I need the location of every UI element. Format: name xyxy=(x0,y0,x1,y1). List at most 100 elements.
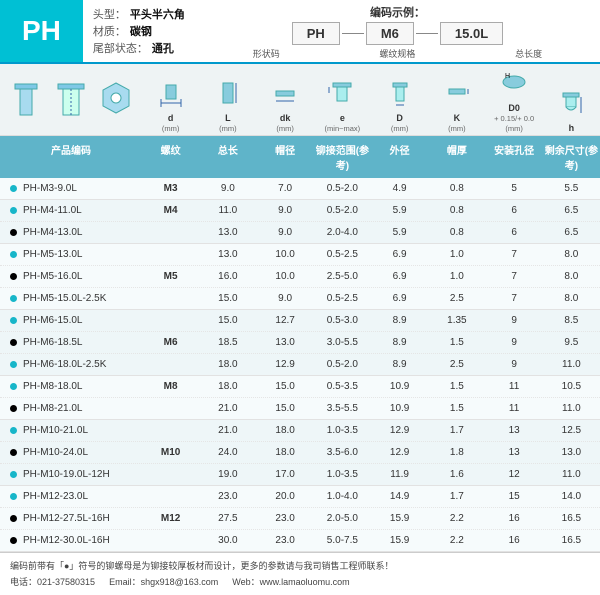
bullet-black-icon xyxy=(10,405,17,412)
bullet-teal-icon xyxy=(10,317,17,324)
cell: 1.5 xyxy=(428,332,485,353)
header-cell: 帽厚 xyxy=(428,136,485,178)
rivet-front-icon xyxy=(97,78,135,122)
cell: 0.5-2.0 xyxy=(314,178,371,199)
cell: 7 xyxy=(486,266,543,287)
cell: 8.0 xyxy=(543,288,600,309)
cell: 4.9 xyxy=(371,178,428,199)
header-cell: 总长 xyxy=(199,136,256,178)
cell: 8.5 xyxy=(543,310,600,331)
cell: 12.9 xyxy=(371,420,428,441)
cell: 12 xyxy=(486,464,543,485)
product-code-text: PH-M5-15.0L-2.5K xyxy=(23,293,106,304)
cell: 11 xyxy=(486,398,543,419)
product-code-text: PH-M10-21.0L xyxy=(23,425,88,436)
header-cell: 外径 xyxy=(371,136,428,178)
code-sub-shape: 形状码 xyxy=(253,47,280,60)
cell: 2.0-4.0 xyxy=(314,222,371,243)
product-code-text: PH-M6-15.0L xyxy=(23,315,82,326)
cell: 1.35 xyxy=(428,310,485,331)
cell: 13.0 xyxy=(257,332,314,353)
table-row: PH-M6-15.0L15.012.70.5-3.08.91.3598.5 xyxy=(0,310,600,331)
cell: 0.5-2.0 xyxy=(314,200,371,221)
cell: 9 xyxy=(486,354,543,375)
cell xyxy=(142,530,199,551)
code-part-thread: M6 xyxy=(366,22,414,45)
bullet-teal-icon xyxy=(10,185,17,192)
table-row: PH-M8-21.0L21.015.03.5-5.510.91.51111.0 xyxy=(0,397,600,419)
cell: 18.0 xyxy=(199,354,256,375)
cell: 1.7 xyxy=(428,486,485,507)
diagram-col: dk(mm) xyxy=(257,64,314,135)
bullet-black-icon xyxy=(10,537,17,544)
row-group: PH-M12-23.0L23.020.01.0-4.014.91.71514.0… xyxy=(0,486,600,552)
bullet-teal-icon xyxy=(10,251,17,258)
table-row: PH-M12-23.0L23.020.01.0-4.014.91.71514.0 xyxy=(0,486,600,507)
cell: 9.0 xyxy=(257,222,314,243)
product-code-text: PH-M8-21.0L xyxy=(23,403,82,414)
footer-note: 编码前带有「●」符号的铆螺母是为铆接较厚板材而设计，更多的参数请与我司销售工程师… xyxy=(10,559,590,572)
cell: 3.5-6.0 xyxy=(314,442,371,463)
cell: 14.9 xyxy=(371,486,428,507)
cell: 1.6 xyxy=(428,464,485,485)
cell xyxy=(142,244,199,265)
cell: 18.0 xyxy=(199,376,256,397)
bullet-black-icon xyxy=(10,229,17,236)
code-example-title: 编码示例： xyxy=(203,4,592,20)
bullet-black-icon xyxy=(10,449,17,456)
svg-text:H: H xyxy=(505,73,510,80)
cell: 16.5 xyxy=(543,530,600,551)
product-code-text: PH-M5-16.0L xyxy=(23,271,82,282)
cell: 11.9 xyxy=(371,464,428,485)
cell: 9.0 xyxy=(199,178,256,199)
cell: 12.7 xyxy=(257,310,314,331)
tail-label: 尾部状态： xyxy=(93,40,148,56)
product-code-text: PH-M4-13.0L xyxy=(23,227,82,238)
diagram-col: HD0+ 0.15/+ 0.0 (mm) xyxy=(486,64,543,135)
thread-label: M3 xyxy=(142,178,199,199)
cell: 11.0 xyxy=(543,354,600,375)
cell: 10.0 xyxy=(257,266,314,287)
head-type-label: 头型： xyxy=(93,6,126,22)
cell: 1.5 xyxy=(428,398,485,419)
cell: 19.0 xyxy=(199,464,256,485)
cell: 6.9 xyxy=(371,288,428,309)
cell: 2.0-5.0 xyxy=(314,508,371,529)
bullet-black-icon xyxy=(10,515,17,522)
footer-web: Web：www.lamaoluomu.com xyxy=(232,575,349,588)
cell: 13.0 xyxy=(543,442,600,463)
code-part-length: 15.0L xyxy=(440,22,503,45)
cell: 10.5 xyxy=(543,376,600,397)
cell: 8.9 xyxy=(371,310,428,331)
product-code-text: PH-M6-18.5L xyxy=(23,337,82,348)
cell: 1.0-3.5 xyxy=(314,464,371,485)
product-code-text: PH-M4-11.0L xyxy=(23,205,82,216)
table-row: PH-M4-13.0L13.09.02.0-4.05.90.866.5 xyxy=(0,221,600,243)
cell: 18.0 xyxy=(257,420,314,441)
table-header: 产品编码 螺纹总长帽径铆接范围(参考)外径帽厚安装孔径剩余尺寸(参考) xyxy=(0,136,600,178)
bullet-teal-icon xyxy=(10,295,17,302)
row-group: PH-M10-21.0L21.018.01.0-3.512.91.71312.5… xyxy=(0,420,600,486)
cell: 0.5-2.5 xyxy=(314,244,371,265)
cell: 1.7 xyxy=(428,420,485,441)
cell: 11.0 xyxy=(543,464,600,485)
cell: 12.5 xyxy=(543,420,600,441)
thread-label: M8 xyxy=(142,376,199,397)
product-code-text: PH-M6-18.0L-2.5K xyxy=(23,359,106,370)
rivet-cutaway-icon xyxy=(52,78,90,122)
table-row: PH-M5-13.0L13.010.00.5-2.56.91.078.0 xyxy=(0,244,600,265)
cell: 9.0 xyxy=(257,200,314,221)
product-code-text: PH-M3-9.0L xyxy=(23,183,77,194)
table-row: PH-M10-24.0L24.018.03.5-6.012.91.81313.0… xyxy=(0,441,600,463)
cell: 5.9 xyxy=(371,200,428,221)
cell: 2.5-5.0 xyxy=(314,266,371,287)
cell: 21.0 xyxy=(199,420,256,441)
cell: 23.0 xyxy=(199,486,256,507)
bullet-teal-icon xyxy=(10,471,17,478)
cell: 16 xyxy=(486,508,543,529)
bullet-black-icon xyxy=(10,339,17,346)
cell: 16.5 xyxy=(543,508,600,529)
product-code-text: PH-M10-19.0L-12H xyxy=(23,469,110,480)
bullet-teal-icon xyxy=(10,207,17,214)
header-cell: 帽径 xyxy=(257,136,314,178)
